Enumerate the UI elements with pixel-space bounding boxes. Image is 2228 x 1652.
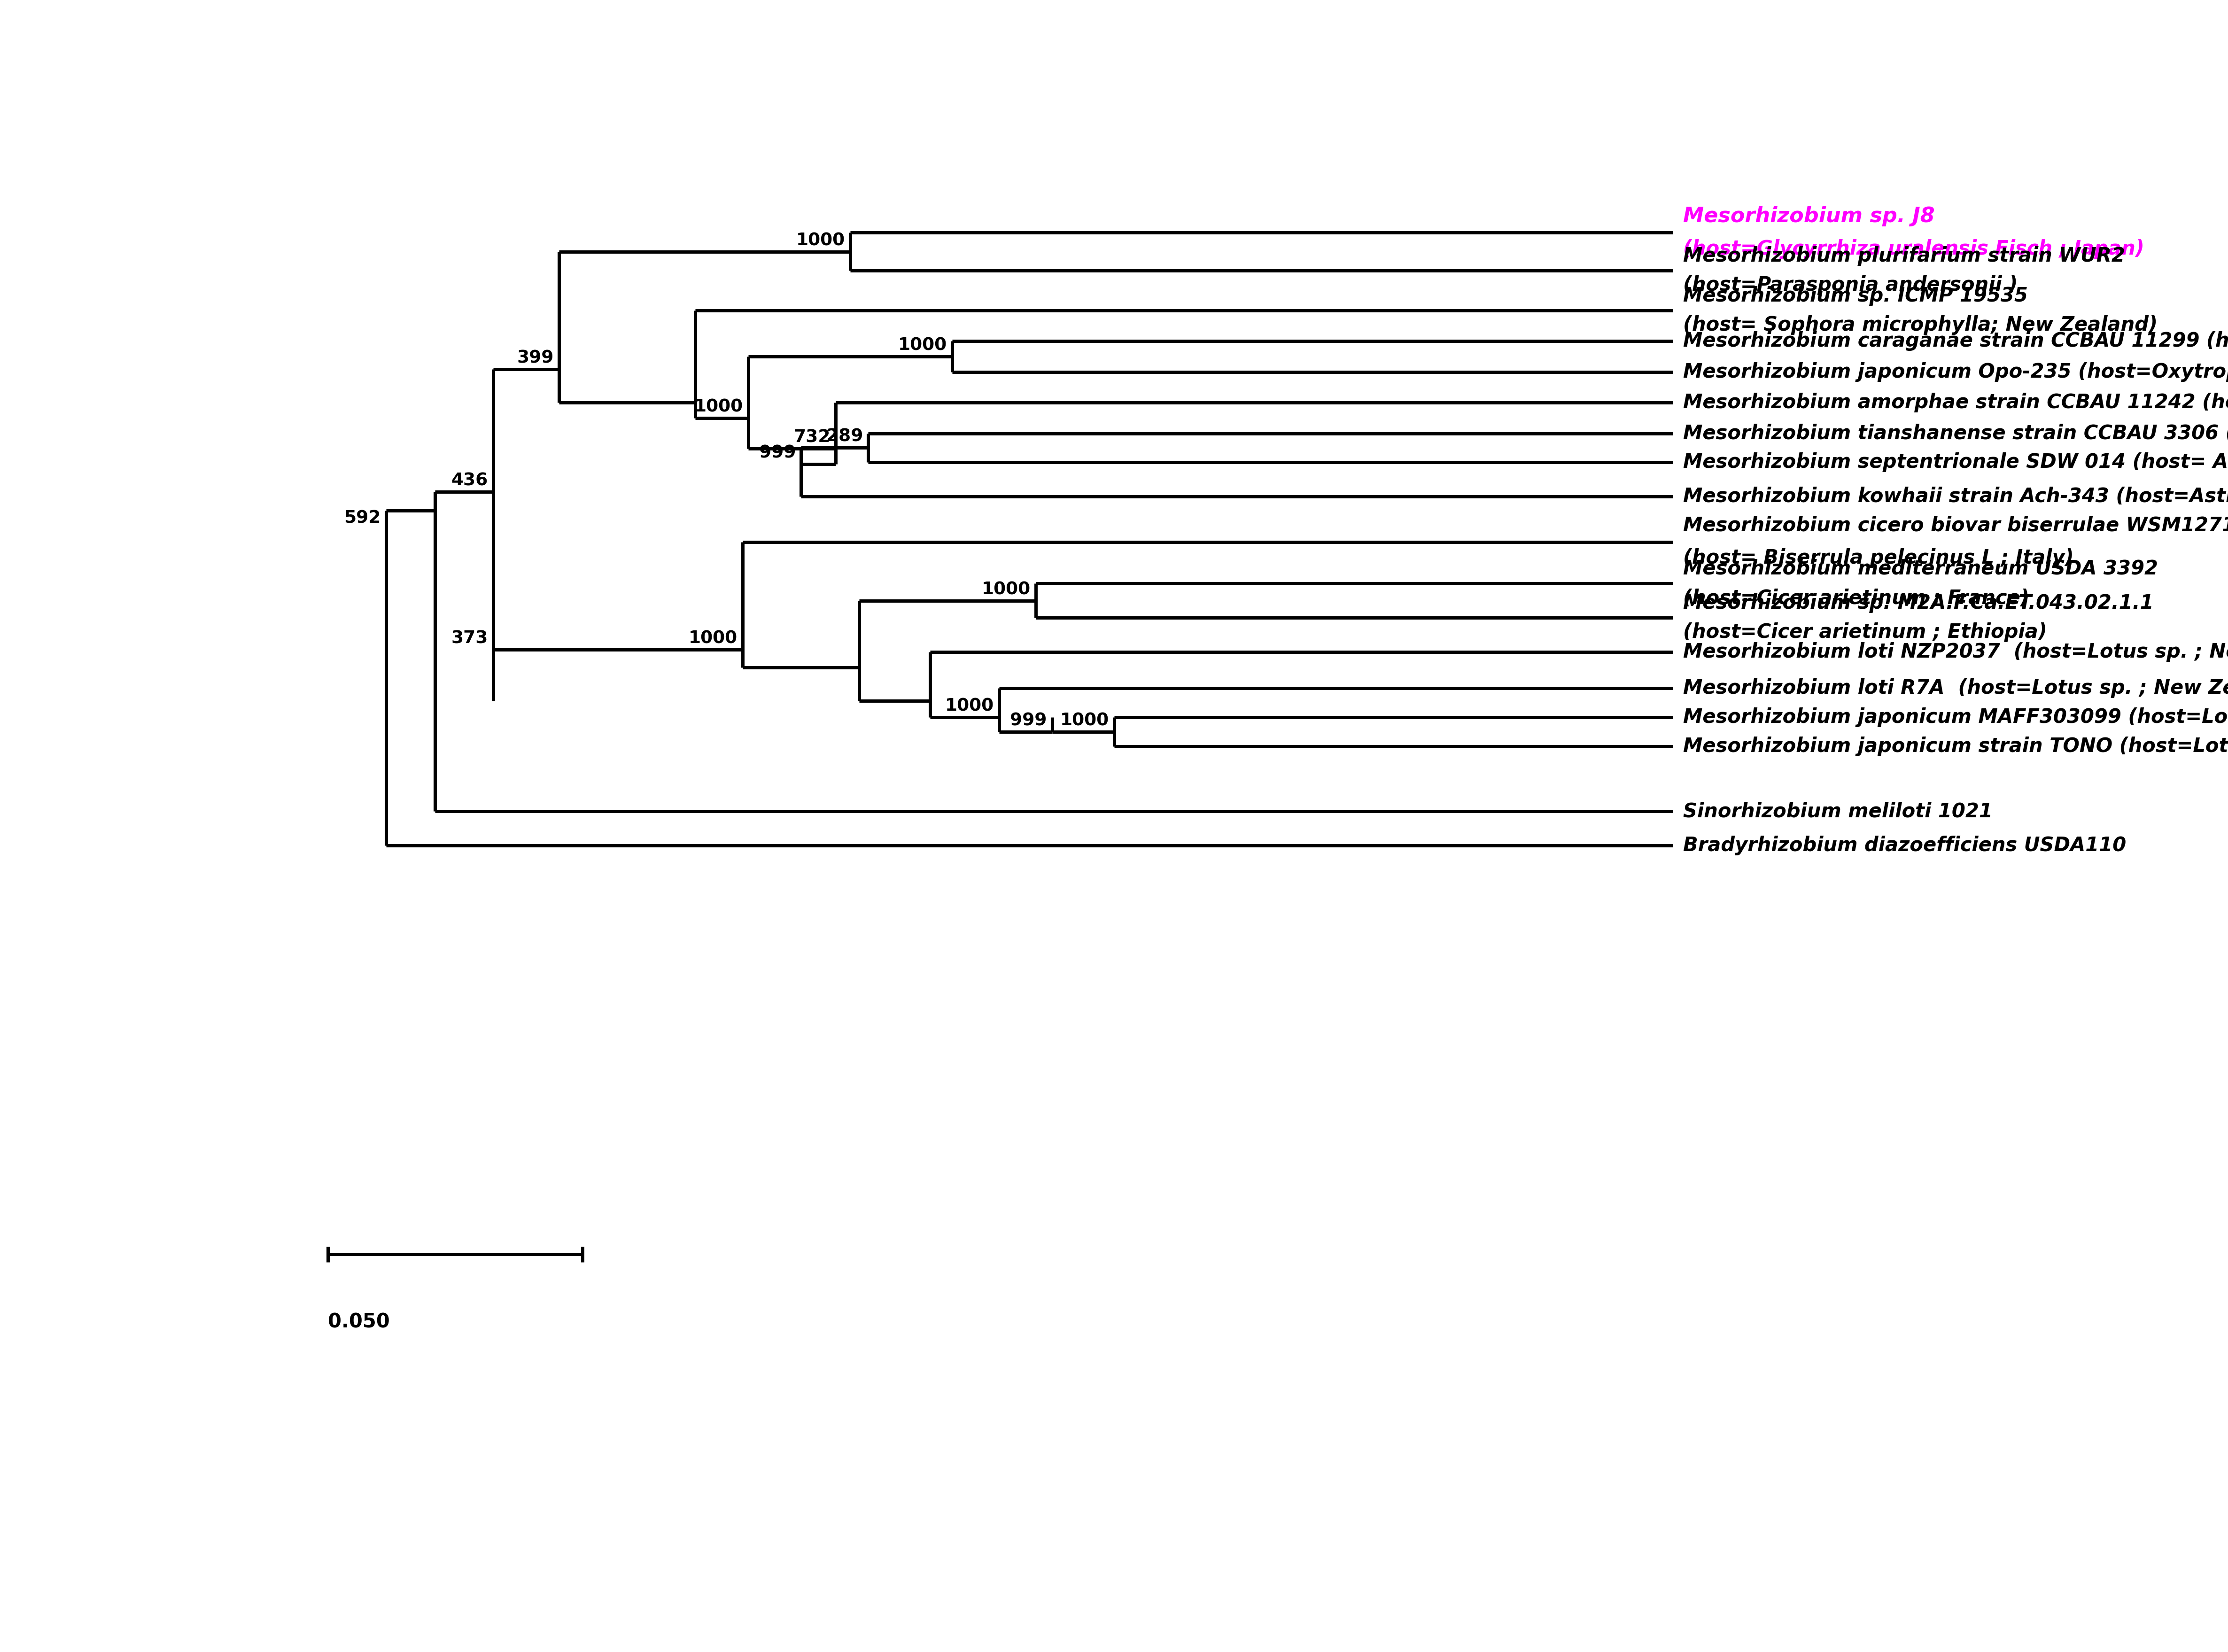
Text: (host=Parasponia andersonii ): (host=Parasponia andersonii ): [1682, 276, 2019, 296]
Text: Mesorhizobium japonicum MAFF303099 (host=Lotus japonicus ; Japan): Mesorhizobium japonicum MAFF303099 (host…: [1682, 707, 2228, 727]
Text: 732: 732: [793, 430, 831, 446]
Text: Mesorhizobium amorphae strain CCBAU 11242 (host=Caragana microphylla ; China): Mesorhizobium amorphae strain CCBAU 1124…: [1682, 393, 2228, 413]
Text: Bradyrhizobium diazoefficiens USDA110: Bradyrhizobium diazoefficiens USDA110: [1682, 836, 2126, 856]
Text: Sinorhizobium meliloti 1021: Sinorhizobium meliloti 1021: [1682, 801, 1992, 821]
Text: 999: 999: [1009, 712, 1047, 729]
Text: Mesorhizobium plurifarium strain WUR2: Mesorhizobium plurifarium strain WUR2: [1682, 246, 2126, 266]
Text: Mesorhizobium kowhaii strain Ach-343 (host=Astragalus chorinensis ; Russia): Mesorhizobium kowhaii strain Ach-343 (ho…: [1682, 487, 2228, 507]
Text: 289: 289: [827, 428, 862, 446]
Text: (host=Cicer arietinum ; Ethiopia): (host=Cicer arietinum ; Ethiopia): [1682, 623, 2048, 643]
Text: Mesorhizobium japonicum Opo-235 (host=Oxytropis popoviana ; Russia): Mesorhizobium japonicum Opo-235 (host=Ox…: [1682, 362, 2228, 382]
Text: Mesorhizobium caraganae strain CCBAU 11299 (host=Caragana microphylla ; China): Mesorhizobium caraganae strain CCBAU 112…: [1682, 332, 2228, 350]
Text: Mesorhizobium tianshanense strain CCBAU 3306 (host=Glycyrrhiza pallidiflora ; Ch: Mesorhizobium tianshanense strain CCBAU …: [1682, 423, 2228, 443]
Text: 592: 592: [343, 510, 381, 527]
Text: Mesorhizobium mediterraneum USDA 3392: Mesorhizobium mediterraneum USDA 3392: [1682, 558, 2159, 578]
Text: Mesorhizobium loti R7A  (host=Lotus sp. ; New Zealand): Mesorhizobium loti R7A (host=Lotus sp. ;…: [1682, 679, 2228, 699]
Text: 1000: 1000: [795, 233, 844, 249]
Text: Mesorhizobium sp. ICMP 19535: Mesorhizobium sp. ICMP 19535: [1682, 286, 2027, 306]
Text: 436: 436: [452, 472, 488, 489]
Text: Mesorhizobium septentrionale SDW 014 (host= Astragalus adsurgens ; China): Mesorhizobium septentrionale SDW 014 (ho…: [1682, 453, 2228, 472]
Text: (host= Biserrula pelecinus L ; Italy): (host= Biserrula pelecinus L ; Italy): [1682, 548, 2074, 568]
Text: Mesorhizobium sp. J8: Mesorhizobium sp. J8: [1682, 206, 1934, 226]
Text: (host=⁠Glycyrrhiza uralensis⁠ Fisch ; Japan): (host=⁠Glycyrrhiza uralensis⁠ Fisch ; Ja…: [1682, 240, 2143, 259]
Text: Mesorhizobium japonicum strain TONO (host=Lotus japonicus ; Japan): Mesorhizobium japonicum strain TONO (hos…: [1682, 737, 2228, 757]
Text: 1000: 1000: [695, 398, 742, 415]
Text: 0.050: 0.050: [328, 1312, 390, 1332]
Text: 1000: 1000: [1061, 712, 1110, 729]
Text: 1000: 1000: [983, 582, 1032, 598]
Text: (host=Cicer arietinum ; France): (host=Cicer arietinum ; France): [1682, 588, 2030, 608]
Text: 1000: 1000: [945, 697, 994, 715]
Text: Mesorhizobium sp. M2A.F.Ca.ET.043.02.1.1: Mesorhizobium sp. M2A.F.Ca.ET.043.02.1.1: [1682, 593, 2154, 613]
Text: 999: 999: [760, 444, 795, 461]
Text: 1000: 1000: [898, 337, 947, 354]
Text: 1000: 1000: [688, 629, 737, 648]
Text: 399: 399: [517, 350, 553, 367]
Text: Mesorhizobium loti NZP2037  (host=Lotus sp. ; New Zealand): Mesorhizobium loti NZP2037 (host=Lotus s…: [1682, 643, 2228, 662]
Text: Mesorhizobium cicero biovar biserrulae WSM1271: Mesorhizobium cicero biovar biserrulae W…: [1682, 515, 2228, 535]
Text: (host= Sophora microphylla; New Zealand): (host= Sophora microphylla; New Zealand): [1682, 316, 2157, 335]
Text: 373: 373: [452, 629, 488, 648]
